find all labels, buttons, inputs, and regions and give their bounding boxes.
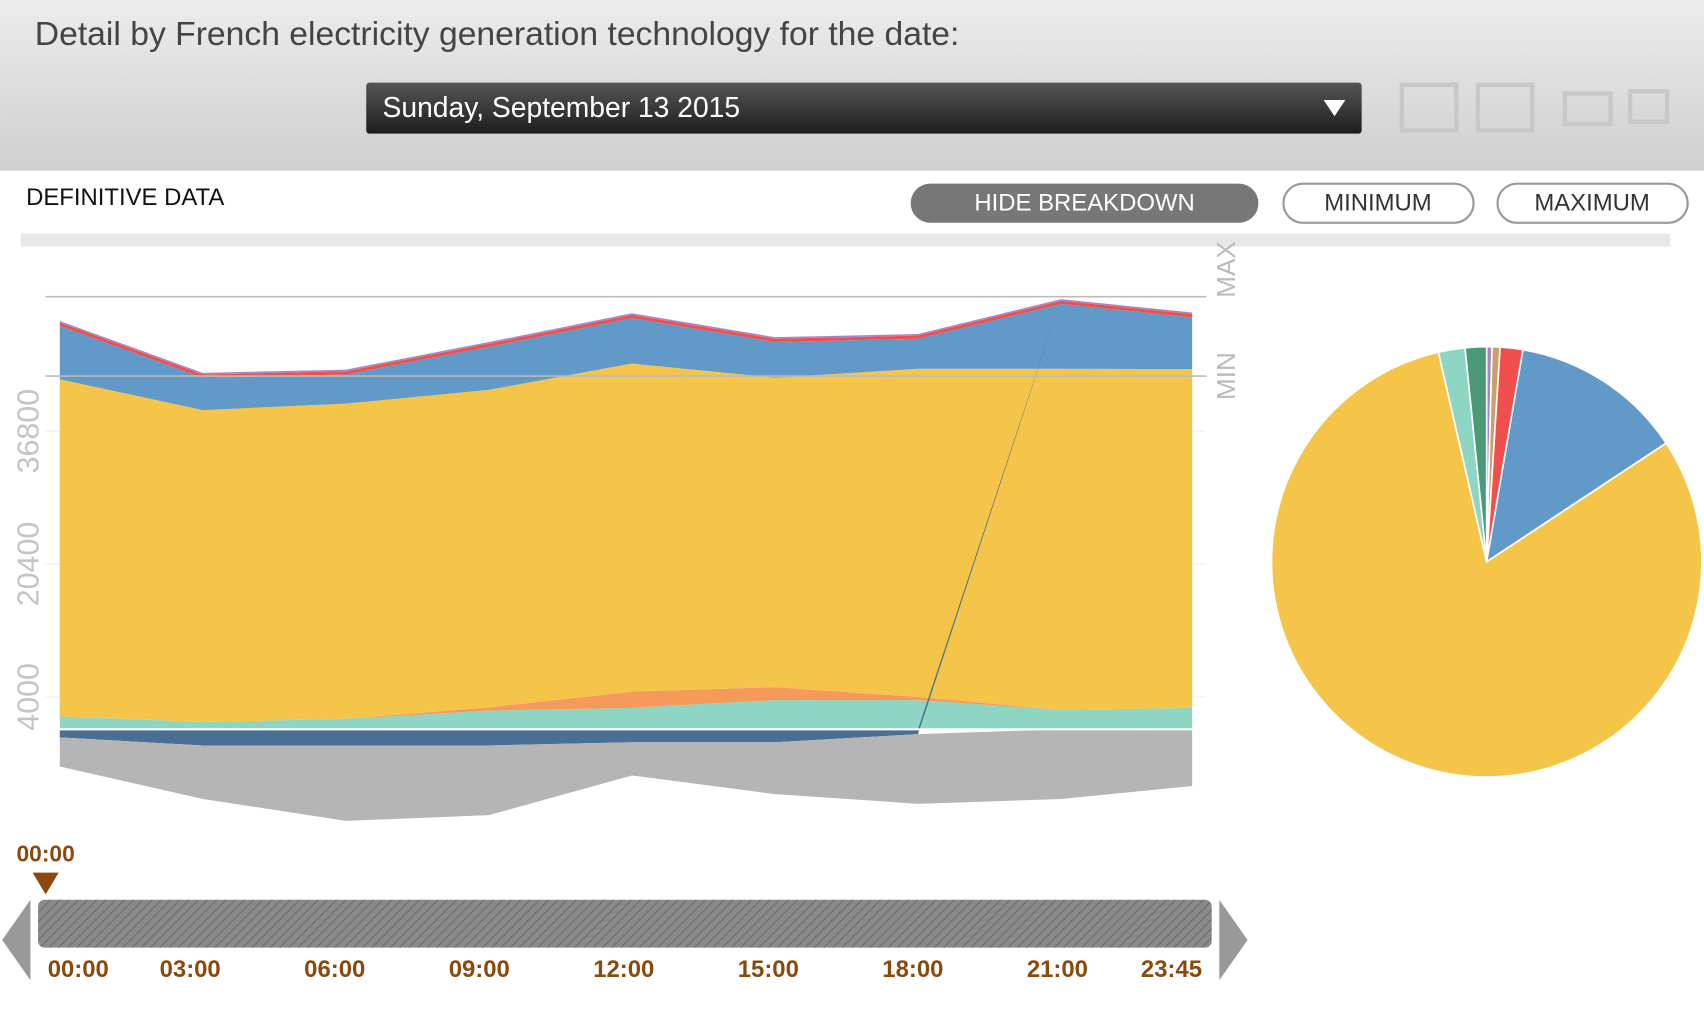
timeline-label: 03:00 [160, 956, 221, 983]
y-tick-label: 4000 [11, 663, 45, 731]
today-icon[interactable] [1475, 82, 1535, 133]
slider-handle[interactable] [32, 872, 59, 895]
hide-breakdown-button[interactable] [910, 183, 1259, 223]
area-series [59, 303, 1193, 411]
slider-right-arrow[interactable] [1219, 899, 1248, 981]
timeline-label: 12:00 [593, 956, 654, 983]
button-label: HIDE BREAKDOWN [974, 190, 1194, 217]
y-tick-label: 20400 [11, 522, 45, 607]
area-chart: 4000 20400 36800 MAX MIN [11, 241, 1241, 821]
area-series [59, 729, 1193, 821]
timeline-label: 09:00 [449, 956, 510, 983]
dropdown-arrow [1323, 99, 1346, 117]
date-dropdown[interactable] [366, 82, 1362, 134]
timeline-label: 23:45 [1141, 956, 1202, 983]
separator [20, 233, 1671, 247]
reference-label: MIN [1211, 352, 1241, 400]
date-text: Sunday, September 13 2015 [383, 91, 741, 123]
toolbar [1399, 82, 1670, 133]
y-tick-label: 36800 [11, 389, 45, 474]
minimum-button[interactable] [1282, 182, 1475, 224]
pie-slice [1270, 351, 1703, 778]
button-label: MINIMUM [1324, 190, 1431, 217]
timeline-label: 18:00 [882, 956, 943, 983]
maximum-button[interactable] [1496, 182, 1689, 224]
timeline-label: 15:00 [738, 956, 799, 983]
slider-left-arrow[interactable] [2, 899, 31, 981]
mail-icon[interactable] [1562, 91, 1613, 127]
print-icon[interactable] [1627, 89, 1670, 124]
calendar-icon[interactable] [1399, 82, 1459, 133]
status-label: DEFINITIVE DATA [26, 184, 224, 211]
page-title: Detail by French electricity generation … [35, 16, 960, 53]
slider-current: 00:00 [16, 840, 74, 866]
reference-label: MAX [1211, 241, 1241, 298]
area-series [59, 363, 1193, 722]
timeline-label: 06:00 [304, 956, 365, 983]
timeline-label: 21:00 [1027, 956, 1088, 983]
area-series [59, 300, 1193, 378]
button-label: MAXIMUM [1534, 190, 1649, 217]
pie-slice [1485, 348, 1668, 564]
pie-chart [1270, 345, 1703, 778]
time-slider[interactable] [38, 899, 1212, 948]
area-series [59, 700, 1193, 730]
pie-slice [1464, 345, 1488, 562]
area-series [59, 687, 1193, 722]
timeline-labels: 00:00 03:00 06:00 09:00 12:00 15:00 18:00 21:00… [48, 956, 1202, 983]
timeline-label: 00:00 [48, 956, 109, 983]
